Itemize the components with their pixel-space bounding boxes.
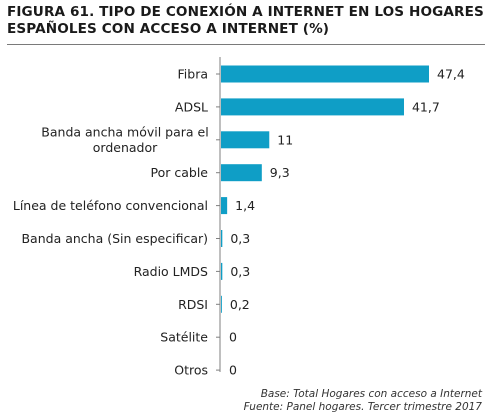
bar: [221, 65, 429, 83]
category-label: Radio LMDS: [134, 264, 208, 279]
bar: [221, 197, 228, 215]
category-label: Banda ancha móvil para el: [41, 125, 208, 140]
category-label: Por cable: [151, 165, 209, 180]
data-label: 0,3: [230, 231, 250, 246]
bar: [221, 262, 223, 280]
data-label: 41,7: [412, 99, 440, 114]
category-label: Satélite: [160, 330, 208, 345]
category-label: Banda ancha (Sin especificar): [21, 231, 208, 246]
bar: [221, 131, 270, 149]
data-label: 0,3: [230, 264, 250, 279]
data-label: 47,4: [437, 67, 465, 82]
title-divider: [7, 44, 485, 45]
bar: [221, 98, 404, 116]
data-label: 0: [229, 330, 237, 345]
bar: [221, 295, 222, 313]
category-label: Fibra: [178, 67, 209, 82]
bar: [221, 230, 223, 247]
category-label: ADSL: [175, 99, 208, 114]
data-label: 0,2: [230, 297, 250, 312]
category-label: Otros: [174, 363, 208, 378]
category-label: Línea de teléfono convencional: [13, 198, 208, 213]
data-label: 0: [229, 363, 237, 378]
data-label: 11: [277, 132, 293, 147]
bar: [221, 164, 262, 182]
category-label: ordenador: [93, 140, 158, 155]
chart-title: FIGURA 61. TIPO DE CONEXIÓN A INTERNET E…: [7, 4, 484, 37]
footnote-source: Fuente: Panel hogares. Tercer trimestre …: [243, 401, 482, 413]
data-label: 9,3: [270, 165, 290, 180]
category-label: RDSI: [178, 297, 208, 312]
data-label: 1,4: [235, 198, 255, 213]
footnote-base: Base: Total Hogares con acceso a Interne…: [260, 388, 482, 400]
